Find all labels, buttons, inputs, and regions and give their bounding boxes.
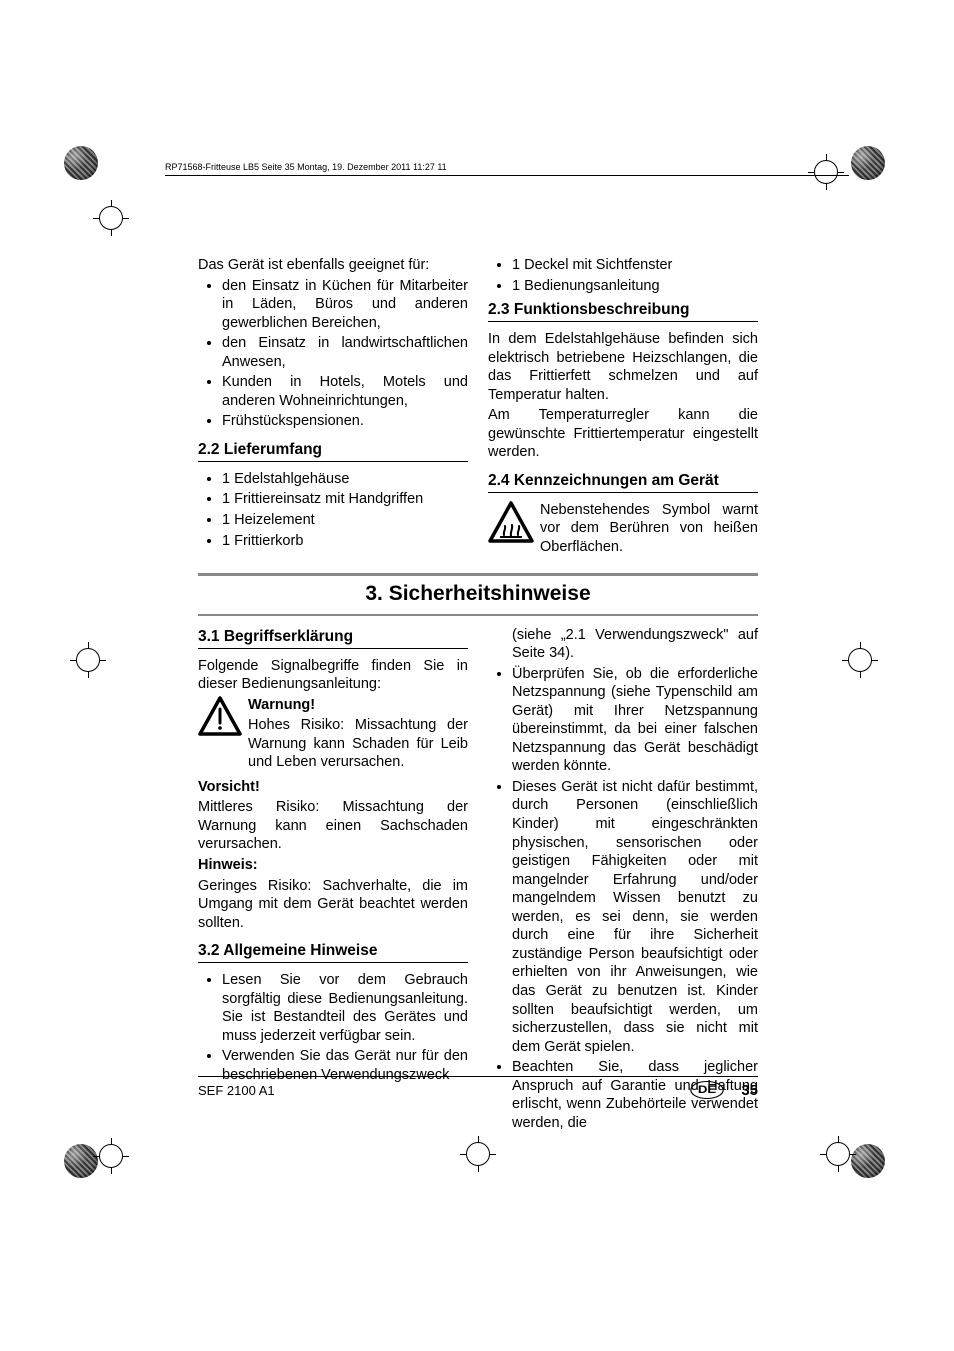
footer-language-badge: DE <box>691 1081 725 1099</box>
print-mark-ball <box>64 146 98 180</box>
print-header: RP71568-Fritteuse LB5 Seite 35 Montag, 1… <box>165 162 849 176</box>
list-item: Kunden in Hotels, Motels und anderen Woh… <box>222 373 468 410</box>
registration-mark-icon <box>93 1138 129 1174</box>
print-mark-ball <box>851 146 885 180</box>
print-mark-ball <box>851 1144 885 1178</box>
list-item: 1 Heizelement <box>222 511 468 530</box>
chapter-title-3: 3. Sicherheitshinweise <box>198 573 758 616</box>
vorsicht-text: Mittleres Risiko: Missachtung der Warnun… <box>198 798 468 854</box>
list-item: Lesen Sie vor dem Gebrauch sorgfältig di… <box>222 971 468 1045</box>
list-item: 1 Edelstahlgehäuse <box>222 470 468 489</box>
body-text: Folgende Signalbegriffe finden Sie in di… <box>198 657 468 694</box>
registration-mark-icon <box>842 642 878 678</box>
registration-mark-icon <box>70 642 106 678</box>
body-text: Am Temperaturregler kann die gewünschte … <box>488 406 758 462</box>
list-item: 1 Deckel mit Sichtfenster <box>512 256 758 275</box>
section-title-2-4: 2.4 Kennzeichnungen am Gerät <box>488 472 758 493</box>
footer-page-number: 35 <box>741 1082 758 1099</box>
col-left-top: Das Gerät ist ebenfalls geeignet für: de… <box>198 256 468 559</box>
list-item: Dieses Gerät ist nicht dafür bestimmt, d… <box>512 778 758 1056</box>
hinweis-text: Geringes Risiko: Sachverhalte, die im Um… <box>198 877 468 933</box>
body-text: In dem Edelstahlgehäuse befinden sich el… <box>488 330 758 404</box>
intro-text: Das Gerät ist ebenfalls geeignet für: <box>198 256 468 275</box>
page-footer: SEF 2100 A1 DE 35 <box>198 1076 758 1099</box>
warnung-label: Warnung! <box>248 696 468 715</box>
registration-mark-icon <box>460 1136 496 1172</box>
section-title-2-2: 2.2 Lieferumfang <box>198 441 468 462</box>
continuation-text: (siehe „2.1 Verwendungszweck" auf Seite … <box>488 626 758 663</box>
col-left-bottom: 3.1 Begriffserklärung Folgende Signalbeg… <box>198 626 468 1139</box>
section-title-3-2: 3.2 Allgemeine Hinweise <box>198 942 468 963</box>
list-item: Frühstückspensionen. <box>222 412 468 431</box>
registration-mark-icon <box>93 200 129 236</box>
section-title-3-1: 3.1 Begriffserklärung <box>198 628 468 649</box>
list-item: 1 Frittierkorb <box>222 532 468 551</box>
list-item: Überprüfen Sie, ob die erforderliche Net… <box>512 665 758 776</box>
hinweis-label: Hinweis: <box>198 856 468 875</box>
col-right-top: 1 Deckel mit Sichtfenster 1 Bedienungsan… <box>488 256 758 559</box>
warnung-text: Hohes Risiko: Missachtung der Warnung ka… <box>248 716 468 772</box>
col-right-bottom: (siehe „2.1 Verwendungszweck" auf Seite … <box>488 626 758 1139</box>
list-item: den Einsatz in landwirtschaftlichen Anwe… <box>222 334 468 371</box>
print-header-text: RP71568-Fritteuse LB5 Seite 35 Montag, 1… <box>165 162 447 175</box>
warning-text: Nebenstehendes Symbol warnt vor dem Berü… <box>540 501 758 557</box>
list-item: 1 Frittiereinsatz mit Handgriffen <box>222 490 468 509</box>
page-content: Das Gerät ist ebenfalls geeignet für: de… <box>198 256 758 1138</box>
warning-triangle-icon <box>198 696 242 736</box>
footer-model: SEF 2100 A1 <box>198 1083 275 1098</box>
hot-surface-icon <box>488 501 534 543</box>
vorsicht-label: Vorsicht! <box>198 778 468 797</box>
list-item: 1 Bedienungsanleitung <box>512 277 758 296</box>
list-item: den Einsatz in Küchen für Mitarbeiter in… <box>222 277 468 333</box>
section-title-2-3: 2.3 Funktionsbeschreibung <box>488 301 758 322</box>
registration-mark-icon <box>820 1136 856 1172</box>
